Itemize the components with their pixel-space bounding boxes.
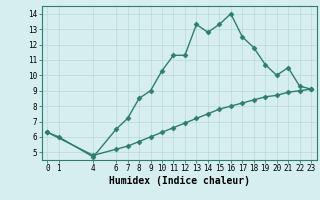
X-axis label: Humidex (Indice chaleur): Humidex (Indice chaleur): [109, 176, 250, 186]
